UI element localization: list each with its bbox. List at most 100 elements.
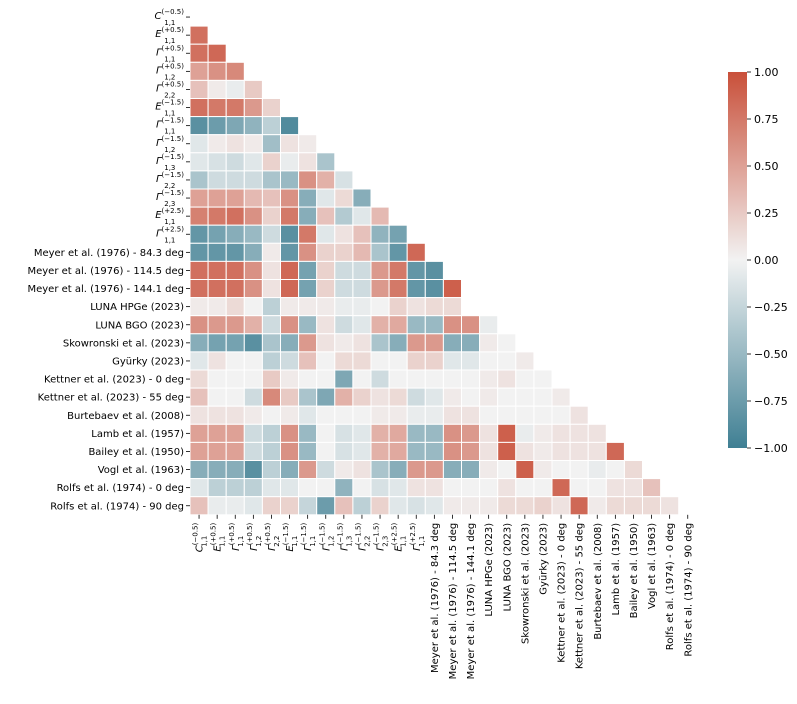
heatmap-cell-2-0 xyxy=(189,43,209,63)
heatmap-cell-27-23 xyxy=(605,496,625,516)
heatmap-cell-20-11 xyxy=(388,369,408,389)
x-tick-label-15: Meyer et al. (1976) - 144.1 deg xyxy=(466,523,477,680)
heatmap-cell-26-11 xyxy=(388,478,408,498)
heatmap-cell-16-4 xyxy=(261,297,281,317)
heatmap-cell-14-5 xyxy=(280,260,300,280)
colorbar-tick-label-1: −0.75 xyxy=(754,395,788,408)
heatmap-cell-20-4 xyxy=(261,369,281,389)
heatmap-cell-18-8 xyxy=(334,333,354,353)
heatmap-cell-2-1 xyxy=(207,43,227,63)
heatmap-cell-6-5 xyxy=(280,116,300,136)
heatmap-cell-9-6 xyxy=(298,170,318,190)
heatmap-cell-19-7 xyxy=(316,351,336,371)
heatmap-cell-22-7 xyxy=(316,405,336,425)
heatmap-cell-14-6 xyxy=(298,260,318,280)
heatmap-cell-14-3 xyxy=(243,260,263,280)
heatmap-cell-11-9 xyxy=(352,206,372,226)
y-tick-label-8: Γ(−1.5) xyxy=(156,153,184,167)
heatmap-cell-25-14 xyxy=(442,460,462,480)
heatmap-cell-14-10 xyxy=(370,260,390,280)
y-tick-subscript-1: 1,1 xyxy=(164,37,175,45)
heatmap-cell-17-4 xyxy=(261,315,281,335)
heatmap-cell-24-22 xyxy=(587,441,607,461)
heatmap-cell-16-3 xyxy=(243,297,263,317)
y-tick-label-12: Γ(+2.5) xyxy=(156,225,184,239)
heatmap-cell-27-7 xyxy=(316,496,336,516)
heatmap-cell-12-2 xyxy=(225,224,245,244)
heatmap-cell-19-17 xyxy=(497,351,517,371)
colorbar-tick-label-6: 0.50 xyxy=(754,160,779,173)
heatmap-cell-21-2 xyxy=(225,387,245,407)
heatmap-cell-16-0 xyxy=(189,297,209,317)
heatmap-cell-14-2 xyxy=(225,260,245,280)
y-tick-subscript-0: 1,1 xyxy=(164,19,175,27)
heatmap-cell-21-4 xyxy=(261,387,281,407)
heatmap-cell-8-5 xyxy=(280,152,300,172)
heatmap-cell-20-14 xyxy=(442,369,462,389)
heatmap-cell-25-4 xyxy=(261,460,281,480)
heatmap-cell-7-2 xyxy=(225,134,245,154)
heatmap-cell-25-6 xyxy=(298,460,318,480)
heatmap-cell-19-4 xyxy=(261,351,281,371)
y-tick-label-1: E(+0.5) xyxy=(155,26,184,40)
heatmap-cell-22-8 xyxy=(334,405,354,425)
heatmap-cell-14-7 xyxy=(316,260,336,280)
heatmap-cell-14-1 xyxy=(207,260,227,280)
x-tick-label-11: E(+2.5)1,1 xyxy=(391,523,408,552)
heatmap-cell-20-0 xyxy=(189,369,209,389)
heatmap-cell-23-1 xyxy=(207,423,227,443)
heatmap-cell-25-1 xyxy=(207,460,227,480)
colorbar-tick-label-3: −0.25 xyxy=(754,301,788,314)
heatmap-cell-16-7 xyxy=(316,297,336,317)
heatmap-cell-20-8 xyxy=(334,369,354,389)
heatmap-cell-27-10 xyxy=(370,496,390,516)
heatmap-cell-20-2 xyxy=(225,369,245,389)
heatmap-cell-11-10 xyxy=(370,206,390,226)
heatmap-cell-17-10 xyxy=(370,315,390,335)
heatmap-cell-27-5 xyxy=(280,496,300,516)
heatmap-cell-20-17 xyxy=(497,369,517,389)
y-tick-label-22: Burtebaev et al. (2008) xyxy=(67,411,184,422)
heatmap-cell-21-0 xyxy=(189,387,209,407)
heatmap-cell-15-1 xyxy=(207,279,227,299)
y-tick-subscript-9: 2,2 xyxy=(164,182,175,190)
colorbar-tick-label-8: 1.00 xyxy=(754,66,779,79)
x-tick-label-22: Burtebaev et al. (2008) xyxy=(593,523,604,640)
heatmap-cell-25-20 xyxy=(551,460,571,480)
heatmap-cell-27-19 xyxy=(533,496,553,516)
heatmap-cell-17-14 xyxy=(442,315,462,335)
heatmap-cell-26-10 xyxy=(370,478,390,498)
heatmap-cell-6-1 xyxy=(207,116,227,136)
heatmap-cell-27-8 xyxy=(334,496,354,516)
heatmap-cell-11-7 xyxy=(316,206,336,226)
heatmap-cell-24-7 xyxy=(316,441,336,461)
heatmap-cell-24-23 xyxy=(605,441,625,461)
y-tick-label-16: LUNA HPGe (2023) xyxy=(90,302,184,313)
heatmap-cell-21-20 xyxy=(551,387,571,407)
x-tick-label-20: Kettner et al. (2023) - 0 deg xyxy=(557,523,568,663)
y-tick-label-11: E(+2.5) xyxy=(155,207,184,221)
heatmap-cell-6-0 xyxy=(189,116,209,136)
y-tick-label-20: Kettner et al. (2023) - 0 deg xyxy=(44,375,184,386)
heatmap-cell-26-19 xyxy=(533,478,553,498)
heatmap-cell-4-2 xyxy=(225,79,245,100)
heatmap-cell-11-2 xyxy=(225,206,245,226)
heatmap-cell-19-11 xyxy=(388,351,408,371)
heatmap-cell-7-3 xyxy=(243,134,263,154)
heatmap-cell-18-2 xyxy=(225,333,245,353)
heatmap-cell-19-0 xyxy=(189,351,209,371)
heatmap-cell-10-2 xyxy=(225,188,245,208)
y-tick-subscript-8: 1,3 xyxy=(164,164,175,172)
heatmap-cell-14-11 xyxy=(388,260,408,280)
heatmap-cell-14-9 xyxy=(352,260,372,280)
heatmap-cell-24-11 xyxy=(388,441,408,461)
heatmap-cell-25-21 xyxy=(569,460,589,480)
y-tick-subscript-4: 2,2 xyxy=(164,91,175,99)
heatmap-cell-20-13 xyxy=(424,369,444,389)
heatmap-cell-20-5 xyxy=(280,369,300,389)
heatmap-cell-18-6 xyxy=(298,333,318,353)
heatmap-cell-24-13 xyxy=(424,441,444,461)
heatmap-cell-15-12 xyxy=(406,279,426,299)
y-tick-subscript-10: 2,3 xyxy=(164,200,175,208)
heatmap-cell-21-10 xyxy=(370,387,390,407)
